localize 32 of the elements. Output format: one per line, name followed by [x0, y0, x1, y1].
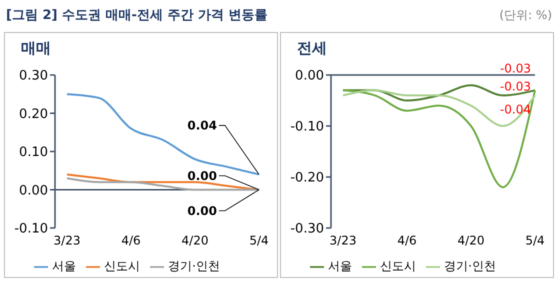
y-tick-label: -0.20 [290, 170, 324, 186]
x-tick-label: 3/23 [54, 234, 80, 248]
legend-label: 경기·인천 [168, 259, 220, 273]
y-tick-label: -0.10 [290, 120, 324, 135]
chart-title: 전세 [297, 39, 327, 58]
text: (단위: %) [499, 7, 552, 24]
data-label: 0.04 [187, 118, 217, 132]
legend-label: 신도시 [380, 259, 416, 273]
chart-title: 매매 [21, 39, 51, 58]
y-tick-label: -0.10 [14, 222, 48, 237]
data-label: -0.03 [500, 79, 531, 94]
data-label: 0.00 [187, 168, 217, 183]
x-tick-label: 3/23 [330, 234, 356, 248]
legend-label: 경기·인천 [444, 259, 496, 273]
legend-label: 서울 [52, 259, 76, 273]
x-tick-label: 5/4 [525, 234, 545, 248]
y-tick-label: 0.10 [19, 145, 48, 160]
y-tick-label: 0.00 [295, 68, 324, 84]
x-tick-label: 5/4 [249, 234, 269, 248]
text: [그림 2] 수도권 매매-전세 주간 가격 변동률 [6, 7, 268, 24]
data-label: -0.03 [500, 61, 531, 76]
legend-label: 서울 [328, 259, 352, 273]
y-tick-label: 0.30 [19, 68, 48, 84]
y-tick-label: 0.20 [19, 106, 48, 122]
x-tick-label: 4/20 [458, 234, 484, 248]
x-tick-label: 4/6 [121, 234, 141, 248]
y-tick-label: -0.30 [290, 222, 324, 237]
data-label: 0.00 [187, 204, 217, 218]
legend-label: 신도시 [104, 259, 140, 273]
x-tick-label: 4/20 [182, 234, 208, 248]
x-tick-label: 4/6 [397, 234, 417, 248]
y-tick-label: 0.00 [19, 183, 48, 198]
